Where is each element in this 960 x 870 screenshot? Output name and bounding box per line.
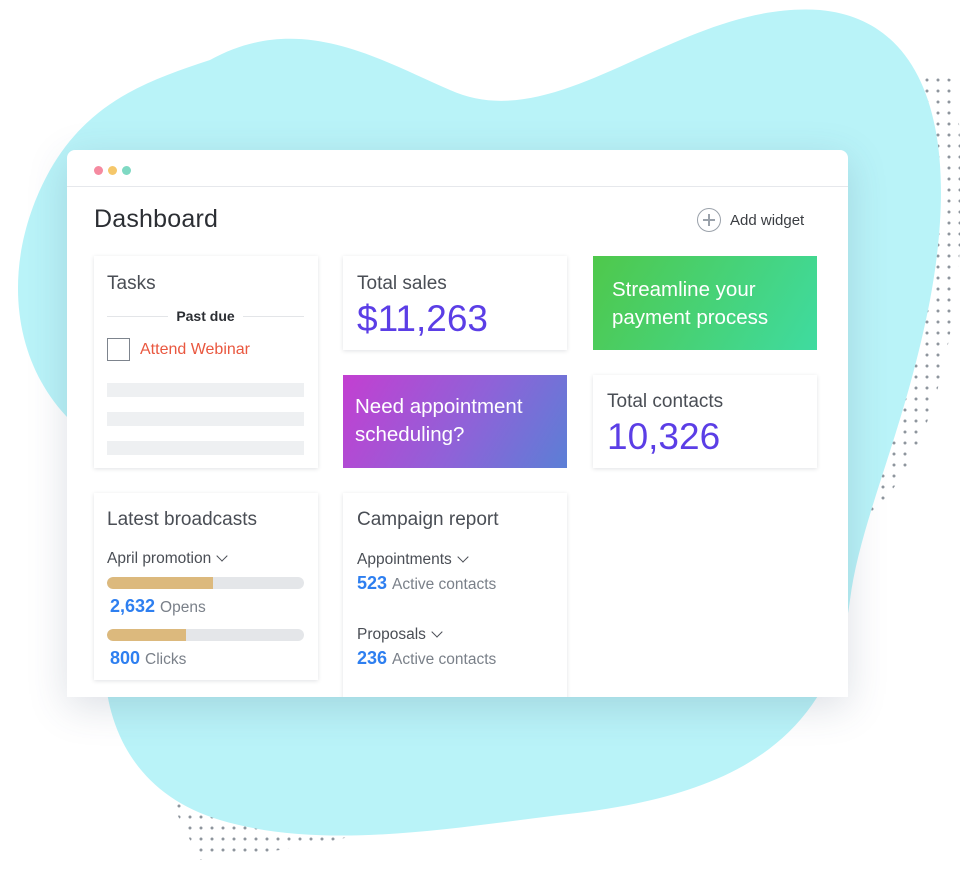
- appointments-stat: 523 Active contacts: [357, 573, 496, 594]
- opens-stat: 2,632 Opens: [110, 596, 206, 617]
- total-contacts-title: Total contacts: [607, 391, 724, 412]
- total-sales-card[interactable]: Total sales $11,263: [343, 256, 567, 350]
- proposals-value: 236: [357, 648, 388, 668]
- add-widget-label: Add widget: [730, 211, 805, 229]
- task-placeholder-row: [107, 383, 304, 397]
- clicks-value: 800: [110, 648, 141, 668]
- clicks-label: Clicks: [145, 651, 187, 668]
- broadcast-selected-label: April promotion: [107, 550, 212, 567]
- appointments-stat-label: Active contacts: [392, 576, 497, 593]
- proposals-label: Proposals: [357, 626, 426, 643]
- proposals-selector[interactable]: Proposals: [357, 626, 443, 644]
- window-titlebar: [67, 150, 848, 187]
- latest-broadcasts-card: Latest broadcasts April promotion 2,632 O…: [94, 493, 318, 680]
- appointments-label: Appointments: [357, 551, 452, 568]
- broadcasts-title: Latest broadcasts: [107, 509, 257, 530]
- past-due-label: Past due: [168, 308, 243, 324]
- streamline-promo-text: Streamline your payment process: [612, 278, 769, 329]
- tasks-title: Tasks: [107, 273, 156, 294]
- task-placeholder-row: [107, 441, 304, 455]
- opens-progress-bar: [107, 577, 304, 589]
- chevron-down-icon: [431, 626, 443, 638]
- opens-label: Opens: [160, 599, 206, 616]
- clicks-progress-bar: [107, 629, 304, 641]
- window-close-dot[interactable]: [94, 166, 103, 175]
- campaign-report-card: Campaign report Appointments 523 Active c…: [343, 493, 567, 697]
- page-title: Dashboard: [94, 205, 219, 233]
- total-contacts-value: 10,326: [607, 416, 721, 457]
- appointments-value: 523: [357, 573, 388, 593]
- past-due-divider: Past due: [107, 308, 304, 324]
- task-item-label[interactable]: Attend Webinar: [140, 341, 250, 358]
- chevron-down-icon: [216, 550, 228, 562]
- task-checkbox[interactable]: [107, 338, 130, 361]
- appointment-promo-text: Need appointment scheduling?: [355, 395, 523, 446]
- proposals-stat-label: Active contacts: [392, 651, 497, 668]
- clicks-stat: 800 Clicks: [110, 648, 186, 669]
- total-sales-title: Total sales: [357, 273, 447, 294]
- add-widget-button[interactable]: Add widget: [697, 207, 804, 233]
- chevron-down-icon: [457, 551, 469, 563]
- opens-value: 2,632: [110, 596, 156, 616]
- broadcast-selector[interactable]: April promotion: [107, 550, 228, 568]
- appointments-selector[interactable]: Appointments: [357, 551, 469, 569]
- dashboard-window: Dashboard Add widget Tasks Past due Atte…: [67, 150, 848, 697]
- window-maximize-dot[interactable]: [122, 166, 131, 175]
- total-sales-value: $11,263: [357, 298, 488, 339]
- proposals-stat: 236 Active contacts: [357, 648, 496, 669]
- tasks-card: Tasks Past due Attend Webinar: [94, 256, 318, 468]
- opens-progress-fill: [107, 577, 214, 589]
- task-placeholder-row: [107, 412, 304, 426]
- appointment-promo-card[interactable]: Need appointment scheduling?: [343, 375, 567, 468]
- total-contacts-card[interactable]: Total contacts 10,326: [593, 375, 817, 468]
- plus-circle-icon: [697, 208, 721, 232]
- window-minimize-dot[interactable]: [108, 166, 117, 175]
- campaign-report-title: Campaign report: [357, 509, 499, 530]
- clicks-progress-fill: [107, 629, 186, 641]
- streamline-promo-card[interactable]: Streamline your payment process: [593, 256, 817, 350]
